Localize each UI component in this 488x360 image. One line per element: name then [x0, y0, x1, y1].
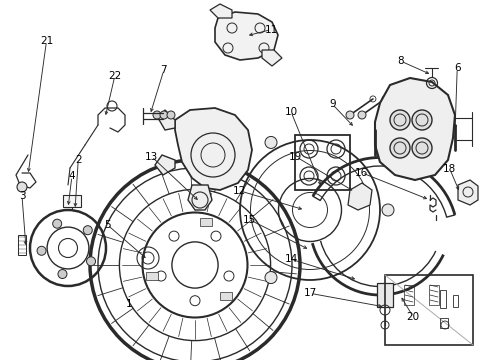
- Circle shape: [264, 136, 276, 148]
- Text: 8: 8: [397, 56, 404, 66]
- Polygon shape: [155, 155, 175, 175]
- Bar: [452, 295, 457, 307]
- Circle shape: [346, 111, 353, 119]
- Bar: [146, 273, 158, 280]
- Text: 16: 16: [354, 168, 368, 178]
- Bar: [403, 285, 413, 305]
- Bar: [439, 290, 445, 308]
- Polygon shape: [187, 185, 212, 210]
- Bar: [220, 292, 232, 300]
- Bar: [294, 135, 349, 190]
- Bar: [384, 275, 472, 345]
- Polygon shape: [457, 180, 477, 205]
- Bar: [439, 318, 447, 328]
- Circle shape: [37, 246, 46, 255]
- Circle shape: [86, 257, 95, 266]
- Polygon shape: [262, 50, 282, 66]
- Text: 5: 5: [104, 220, 111, 230]
- Polygon shape: [347, 183, 371, 210]
- Text: 15: 15: [242, 215, 256, 225]
- Text: 21: 21: [40, 36, 53, 46]
- Polygon shape: [215, 12, 278, 60]
- Text: 18: 18: [442, 164, 456, 174]
- Circle shape: [83, 226, 92, 235]
- Polygon shape: [158, 110, 175, 130]
- Text: 1: 1: [126, 299, 133, 309]
- Text: 12: 12: [232, 186, 246, 196]
- Circle shape: [389, 138, 409, 158]
- Circle shape: [153, 111, 161, 119]
- Circle shape: [160, 111, 168, 119]
- Circle shape: [53, 219, 61, 228]
- Text: 6: 6: [453, 63, 460, 73]
- Bar: [376, 283, 392, 307]
- Bar: [63, 195, 81, 207]
- Text: 9: 9: [328, 99, 335, 109]
- Bar: [428, 285, 438, 305]
- Text: 10: 10: [284, 107, 297, 117]
- Text: 7: 7: [160, 65, 167, 75]
- Text: 11: 11: [264, 24, 278, 35]
- Text: 4: 4: [68, 171, 75, 181]
- Bar: [200, 219, 212, 226]
- Circle shape: [264, 271, 276, 284]
- Circle shape: [381, 204, 393, 216]
- Circle shape: [389, 110, 409, 130]
- Circle shape: [411, 138, 431, 158]
- Text: 19: 19: [288, 152, 302, 162]
- Polygon shape: [175, 108, 251, 190]
- Text: 22: 22: [108, 71, 122, 81]
- Text: 14: 14: [284, 254, 297, 264]
- Circle shape: [357, 111, 365, 119]
- Polygon shape: [374, 78, 454, 180]
- Text: 20: 20: [406, 312, 419, 322]
- Text: 2: 2: [75, 155, 81, 165]
- Circle shape: [411, 110, 431, 130]
- Circle shape: [58, 270, 67, 279]
- Polygon shape: [209, 4, 231, 18]
- Circle shape: [17, 182, 27, 192]
- Text: 3: 3: [19, 191, 25, 201]
- Circle shape: [167, 111, 175, 119]
- Text: 17: 17: [303, 288, 317, 298]
- Text: 13: 13: [144, 152, 158, 162]
